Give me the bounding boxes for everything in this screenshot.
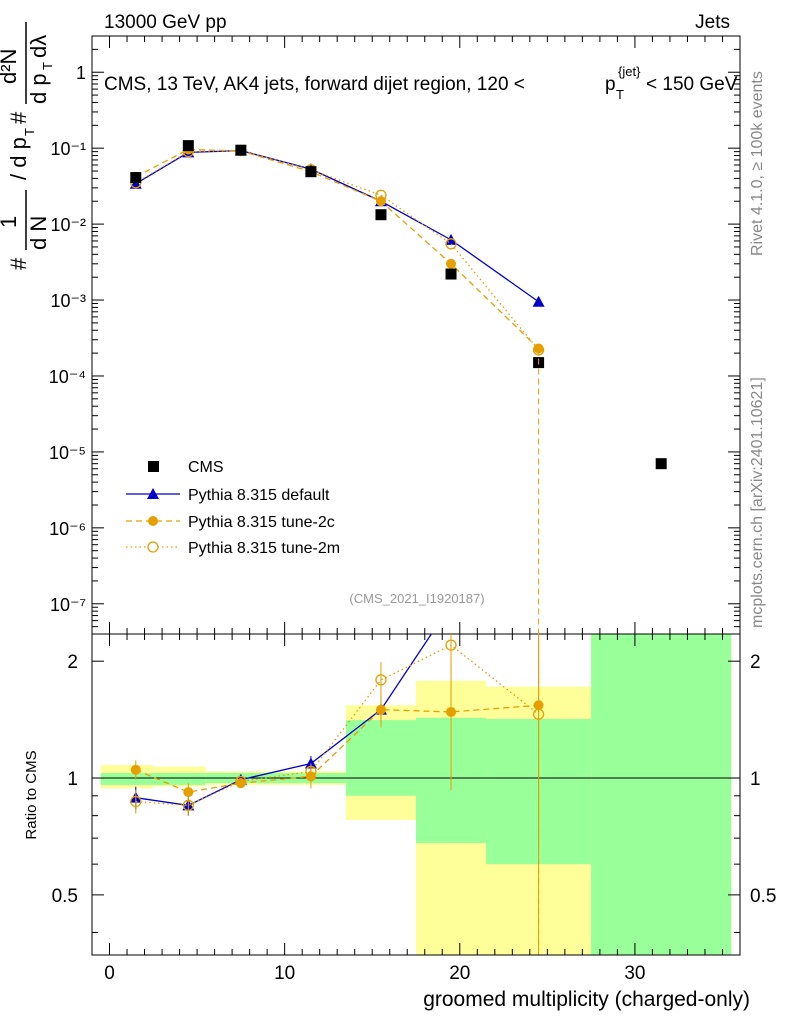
line-main-pythia-8-315-tune-2c: [135, 148, 540, 349]
side-text-top: Rivet 4.1.0, ≥ 100k events: [749, 71, 766, 256]
y-tick-label-main: 10⁻⁵: [49, 443, 86, 463]
point-main-pythia-8-315-tune-2m: [445, 238, 457, 250]
legend-label-cms: CMS: [188, 459, 224, 476]
point-ratio-pythia-8-315-tune-2m: [182, 799, 194, 812]
y-tick-label-ratio-left: 2: [67, 652, 78, 673]
legend: CMS Pythia 8.315 default Pythia 8.315 tu…: [126, 459, 340, 557]
y-tick-label-main: 1: [76, 63, 86, 83]
main-panel-series: [129, 140, 667, 470]
series-layer: [129, 140, 667, 955]
point-main-pythia-8-315-tune-2c: [446, 258, 457, 269]
point-ratio-pythia-8-315-tune-2m: [375, 674, 387, 686]
point-main-pythia-8-315-tune-2m: [375, 189, 387, 201]
svg-text:#: #: [6, 111, 31, 124]
point-main-cms: [305, 166, 317, 178]
legend-label-tune2c: Pythia 8.315 tune-2c: [188, 514, 335, 531]
chart-title-sup: {jet}: [618, 64, 641, 79]
point-ratio-pythia-8-315-default: [304, 757, 317, 769]
y-tick-label-ratio-left: 0.5: [52, 886, 78, 907]
ratio-frame: [91, 633, 741, 956]
legend-marker-default: [147, 488, 159, 499]
svg-text:/ d p: / d p: [6, 137, 31, 180]
y-tick-label-ratio-right: 2: [750, 652, 761, 673]
axes: [91, 35, 741, 956]
svg-text:T: T: [40, 62, 55, 70]
y-tick-label-main: 10⁻¹: [50, 139, 86, 159]
y-tick-label-main: 10⁻²: [50, 215, 86, 235]
y-tick-label-ratio-right: 0.5: [750, 886, 776, 907]
band-stat-bin: [345, 720, 416, 796]
analysis-tag: (CMS_2021_I1920187): [349, 591, 484, 606]
ratio-bands: [100, 634, 732, 955]
y-tick-label-ratio-left: 1: [67, 769, 78, 790]
svg-text:d²N: d²N: [0, 49, 21, 84]
point-main-cms: [130, 172, 142, 184]
band-stat-bin: [591, 634, 732, 955]
point-main-pythia-8-315-tune-2c: [375, 196, 386, 207]
x-tick-label: 10: [274, 963, 295, 984]
chart-title-pt: p: [605, 74, 616, 95]
svg-text:d N: d N: [26, 216, 51, 250]
point-main-cms: [375, 209, 387, 221]
x-tick-label: 0: [104, 963, 115, 984]
point-main-pythia-8-315-tune-2m: [532, 344, 545, 356]
chart-title-tail: < 150 GeV: [646, 74, 738, 95]
y-axis-label-main: # 1 d N / d p T # d²N d p T dλ: [0, 22, 55, 270]
point-ratio-pythia-8-315-tune-2m: [235, 775, 247, 788]
legend-marker-tune2c: [148, 516, 158, 526]
x-tick-label: 20: [449, 963, 470, 984]
point-main-cms: [445, 268, 457, 280]
point-ratio-pythia-8-315-tune-2c: [446, 706, 457, 717]
chart-title: CMS, 13 TeV, AK4 jets, forward dijet reg…: [104, 64, 738, 102]
header-right: Jets: [695, 12, 730, 33]
header-left: 13000 GeV pp: [104, 12, 227, 33]
chart-title-main: CMS, 13 TeV, AK4 jets, forward dijet reg…: [104, 74, 525, 95]
legend-label-tune2m: Pythia 8.315 tune-2m: [188, 540, 340, 557]
svg-text:T: T: [22, 128, 37, 136]
point-ratio-pythia-8-315-tune-2m: [130, 795, 142, 808]
point-ratio-pythia-8-315-tune-2m: [305, 765, 317, 778]
svg-text:d p: d p: [26, 73, 51, 104]
chart-title-sub: T: [616, 87, 624, 102]
y-tick-label-main: 10⁻⁷: [50, 595, 86, 615]
y-tick-label-ratio-right: 1: [750, 769, 761, 790]
y-tick-label-main: 10⁻³: [50, 291, 86, 311]
band-stat-bin: [153, 773, 206, 785]
y-axis-label-ratio: Ratio to CMS: [23, 750, 40, 839]
svg-text:dλ: dλ: [26, 35, 51, 58]
legend-marker-cms: [148, 461, 159, 472]
svg-text:1: 1: [0, 216, 21, 228]
x-tick-label: 30: [624, 963, 645, 984]
side-text-bottom: mcplots.cern.ch [arXiv:2401.10621]: [749, 377, 766, 628]
point-main-cms: [655, 458, 667, 470]
point-ratio-pythia-8-315-tune-2m: [445, 639, 457, 651]
point-ratio-pythia-8-315-tune-2c: [130, 764, 141, 775]
point-main-pythia-8-315-default: [532, 295, 545, 307]
point-main-cms: [182, 140, 194, 152]
point-main-cms: [235, 144, 247, 156]
point-ratio-pythia-8-315-tune-2c: [375, 704, 386, 715]
legend-marker-tune2m: [147, 541, 159, 553]
point-ratio-pythia-8-315-tune-2c: [183, 787, 194, 798]
line-main-pythia-8-315-default: [135, 149, 539, 303]
y-tick-label-main: 10⁻⁴: [49, 367, 86, 387]
y-tick-label-main: 10⁻⁶: [49, 519, 86, 539]
tick-labels: 0 10 20 30 10⁻⁷ 10⁻⁶ 10⁻⁵ 10⁻⁴ 10⁻³ 10⁻² 10⁻¹ 1 0.5 0…: [49, 63, 777, 984]
svg-text:#: #: [6, 257, 31, 270]
x-axis-label: groomed multiplicity (charged-only): [423, 988, 750, 1011]
band-stat-bin: [100, 773, 154, 785]
legend-label-default: Pythia 8.315 default: [188, 487, 330, 504]
